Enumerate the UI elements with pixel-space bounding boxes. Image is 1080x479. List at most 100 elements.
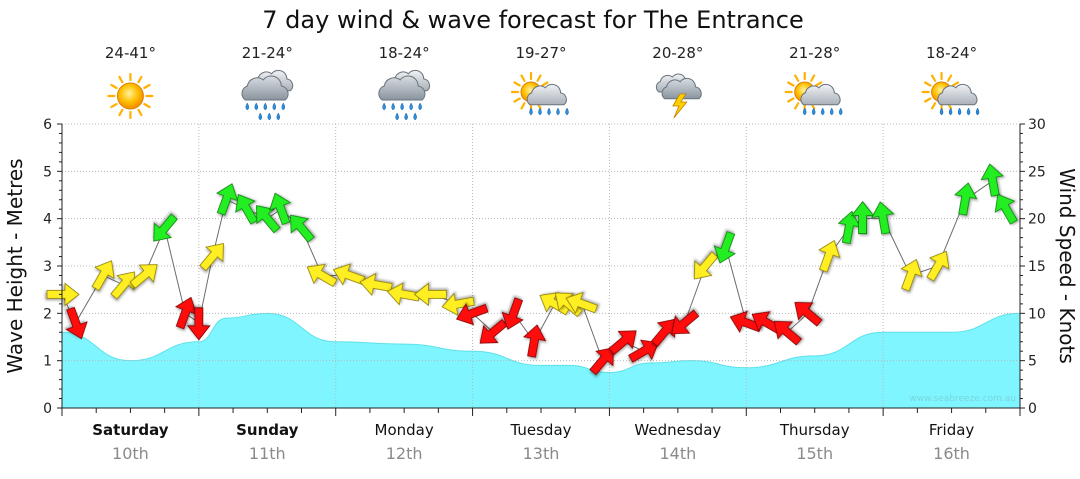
sun-ray <box>111 85 116 88</box>
raindrop <box>268 113 271 120</box>
chart-title: 7 day wind & wave forecast for The Entra… <box>262 6 803 34</box>
day-name: Sunday <box>236 421 299 439</box>
raindrop <box>821 108 824 115</box>
sun-ray <box>119 110 122 115</box>
raindrop <box>273 103 276 110</box>
day-date: 16th <box>933 444 970 463</box>
sun-ray <box>138 77 141 82</box>
sun-ray <box>111 104 116 107</box>
day-date: 10th <box>112 444 149 463</box>
sun-ray <box>932 76 935 81</box>
y-left-tick-label: 3 <box>43 259 52 275</box>
y-right-tick-label: 0 <box>1028 401 1037 417</box>
sun-ray <box>138 110 141 115</box>
sun-ray <box>515 99 520 102</box>
y-right-tick-label: 10 <box>1028 306 1046 322</box>
raindrop <box>246 103 249 110</box>
y-right-tick-label: 15 <box>1028 259 1046 275</box>
weather-icon-sunny <box>108 74 152 118</box>
raindrop <box>392 103 395 110</box>
sun-ray <box>522 76 525 81</box>
y-left-tick-label: 0 <box>43 401 52 417</box>
raindrop <box>976 108 979 115</box>
sun-ray <box>788 83 793 86</box>
sun-ray <box>953 83 958 86</box>
sun-ray <box>795 76 798 81</box>
raindrop <box>264 103 267 110</box>
sun-ray <box>816 83 821 86</box>
day-temperature: 24-41° <box>105 44 156 62</box>
raindrop <box>410 103 413 110</box>
y-left-tick-label: 2 <box>43 306 52 322</box>
sun-ray <box>788 99 793 102</box>
raindrop <box>255 103 258 110</box>
day-temperature: 19-27° <box>515 44 566 62</box>
sun-ray <box>515 83 520 86</box>
day-name: Monday <box>375 421 434 439</box>
raindrop <box>958 108 961 115</box>
sun-ray <box>538 76 541 81</box>
y-right-tick-label: 5 <box>1028 354 1037 370</box>
y-axis-left-label: Wave Height - Metres <box>3 158 27 373</box>
day-temperature: 18-24° <box>926 44 977 62</box>
raindrop <box>405 113 408 120</box>
plot-area: www.seabreeze.com.au <box>47 124 1023 408</box>
raindrop <box>401 103 404 110</box>
day-date: 13th <box>523 444 560 463</box>
sun-ray <box>925 83 930 86</box>
y-axis-right-label: Wind Speed - Knots <box>1055 168 1079 364</box>
day-date: 12th <box>386 444 423 463</box>
sun-ray <box>932 103 935 108</box>
y-left-tick-label: 4 <box>43 212 52 228</box>
day-temperature: 21-24° <box>242 44 293 62</box>
day-name: Saturday <box>92 421 169 439</box>
day-temperature: 18-24° <box>379 44 430 62</box>
sun-ray <box>795 103 798 108</box>
watermark: www.seabreeze.com.au <box>909 394 1016 404</box>
raindrop <box>277 113 280 120</box>
sun-ray <box>811 76 814 81</box>
weather-icons-row <box>108 70 979 120</box>
raindrop <box>967 108 970 115</box>
y-right-tick-label: 25 <box>1028 164 1046 180</box>
y-left-tick-label: 6 <box>43 117 52 133</box>
day-date: 14th <box>659 444 696 463</box>
weather-icon-partly-cloudy-rain <box>512 73 569 115</box>
weather-icon-rain <box>379 70 430 120</box>
y-right-tick-label: 30 <box>1028 117 1046 133</box>
weather-icon-partly-cloudy-rain <box>923 73 980 115</box>
raindrop <box>383 103 386 110</box>
day-name: Wednesday <box>634 421 721 439</box>
day-name: Friday <box>929 421 975 439</box>
day-date: 15th <box>796 444 833 463</box>
weather-icon-storm <box>656 74 701 118</box>
sun-ray <box>925 99 930 102</box>
weather-icon-rain <box>242 70 293 120</box>
sun-ray <box>144 104 149 107</box>
sun-ray <box>144 85 149 88</box>
y-left-tick-label: 1 <box>43 354 52 370</box>
sun-ray <box>948 76 951 81</box>
raindrop <box>557 108 560 115</box>
y-right-tick-label: 20 <box>1028 212 1046 228</box>
day-temperature: 20-28° <box>652 44 703 62</box>
temperature-row: 24-41° 21-24° 18-24° 19-27° 20-28° 21-28° 18-2… <box>105 44 977 62</box>
raindrop <box>282 103 285 110</box>
raindrop <box>419 103 422 110</box>
raindrop <box>839 108 842 115</box>
day-date: 11th <box>249 444 286 463</box>
y-left-tick-label: 5 <box>43 164 52 180</box>
weather-icon-partly-cloudy-rain <box>786 73 843 115</box>
raindrop <box>414 113 417 120</box>
day-name: Thursday <box>779 421 850 439</box>
sun-disc <box>117 83 143 109</box>
day-name: Tuesday <box>509 421 571 439</box>
sun-ray <box>522 103 525 108</box>
raindrop <box>396 113 399 120</box>
raindrop <box>259 113 262 120</box>
raindrop <box>548 108 551 115</box>
day-temperature: 21-28° <box>789 44 840 62</box>
sun-ray <box>119 77 122 82</box>
